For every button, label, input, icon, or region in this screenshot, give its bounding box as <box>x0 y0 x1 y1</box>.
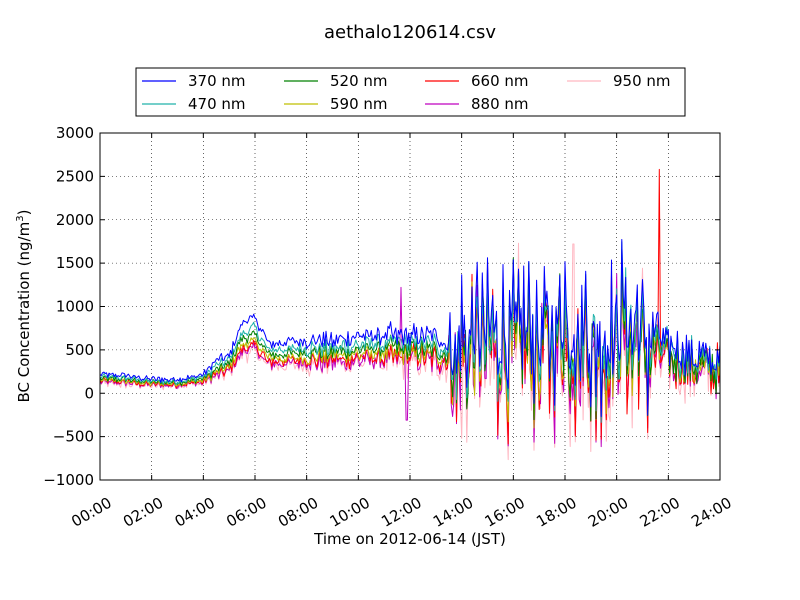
y-tick-label: 0 <box>84 384 94 402</box>
y-axis-label-superscript: 3 <box>15 215 26 221</box>
x-axis-label: Time on 2012-06-14 (JST) <box>313 530 506 548</box>
y-tick-label: 1500 <box>56 254 94 272</box>
series-line <box>99 239 721 417</box>
series-layer <box>99 168 721 461</box>
y-tick-label: 1000 <box>56 298 94 316</box>
y-axis-label-end: ) <box>15 210 33 216</box>
y-tick-label: −1000 <box>43 471 94 489</box>
y-axis: 3000 2500 2000 1500 1000 500 0 −500 −1000 <box>43 124 720 489</box>
legend-label: 370 nm <box>188 72 246 90</box>
y-axis-label-main: BC Concentration (ng/m <box>15 222 33 403</box>
y-tick-label: 2000 <box>56 211 94 229</box>
y-tick-label: 2500 <box>56 167 94 185</box>
legend-label: 590 nm <box>330 95 388 113</box>
legend-label: 880 nm <box>471 95 529 113</box>
legend-label: 950 nm <box>613 72 671 90</box>
y-tick-label: 3000 <box>56 124 94 142</box>
y-tick-label: 500 <box>65 341 94 359</box>
y-axis-label: BC Concentration (ng/m3) <box>15 210 33 403</box>
y-tick-label: −500 <box>53 428 94 446</box>
legend-label: 470 nm <box>188 95 246 113</box>
legend-box <box>135 67 686 117</box>
legend: 370 nm 470 nm 520 nm 590 nm 660 nm 880 nm 950 … <box>135 67 686 117</box>
chart-title: aethalo120614.csv <box>324 22 496 43</box>
legend-label: 660 nm <box>471 72 529 90</box>
legend-label: 520 nm <box>330 72 388 90</box>
series-line <box>99 241 721 423</box>
